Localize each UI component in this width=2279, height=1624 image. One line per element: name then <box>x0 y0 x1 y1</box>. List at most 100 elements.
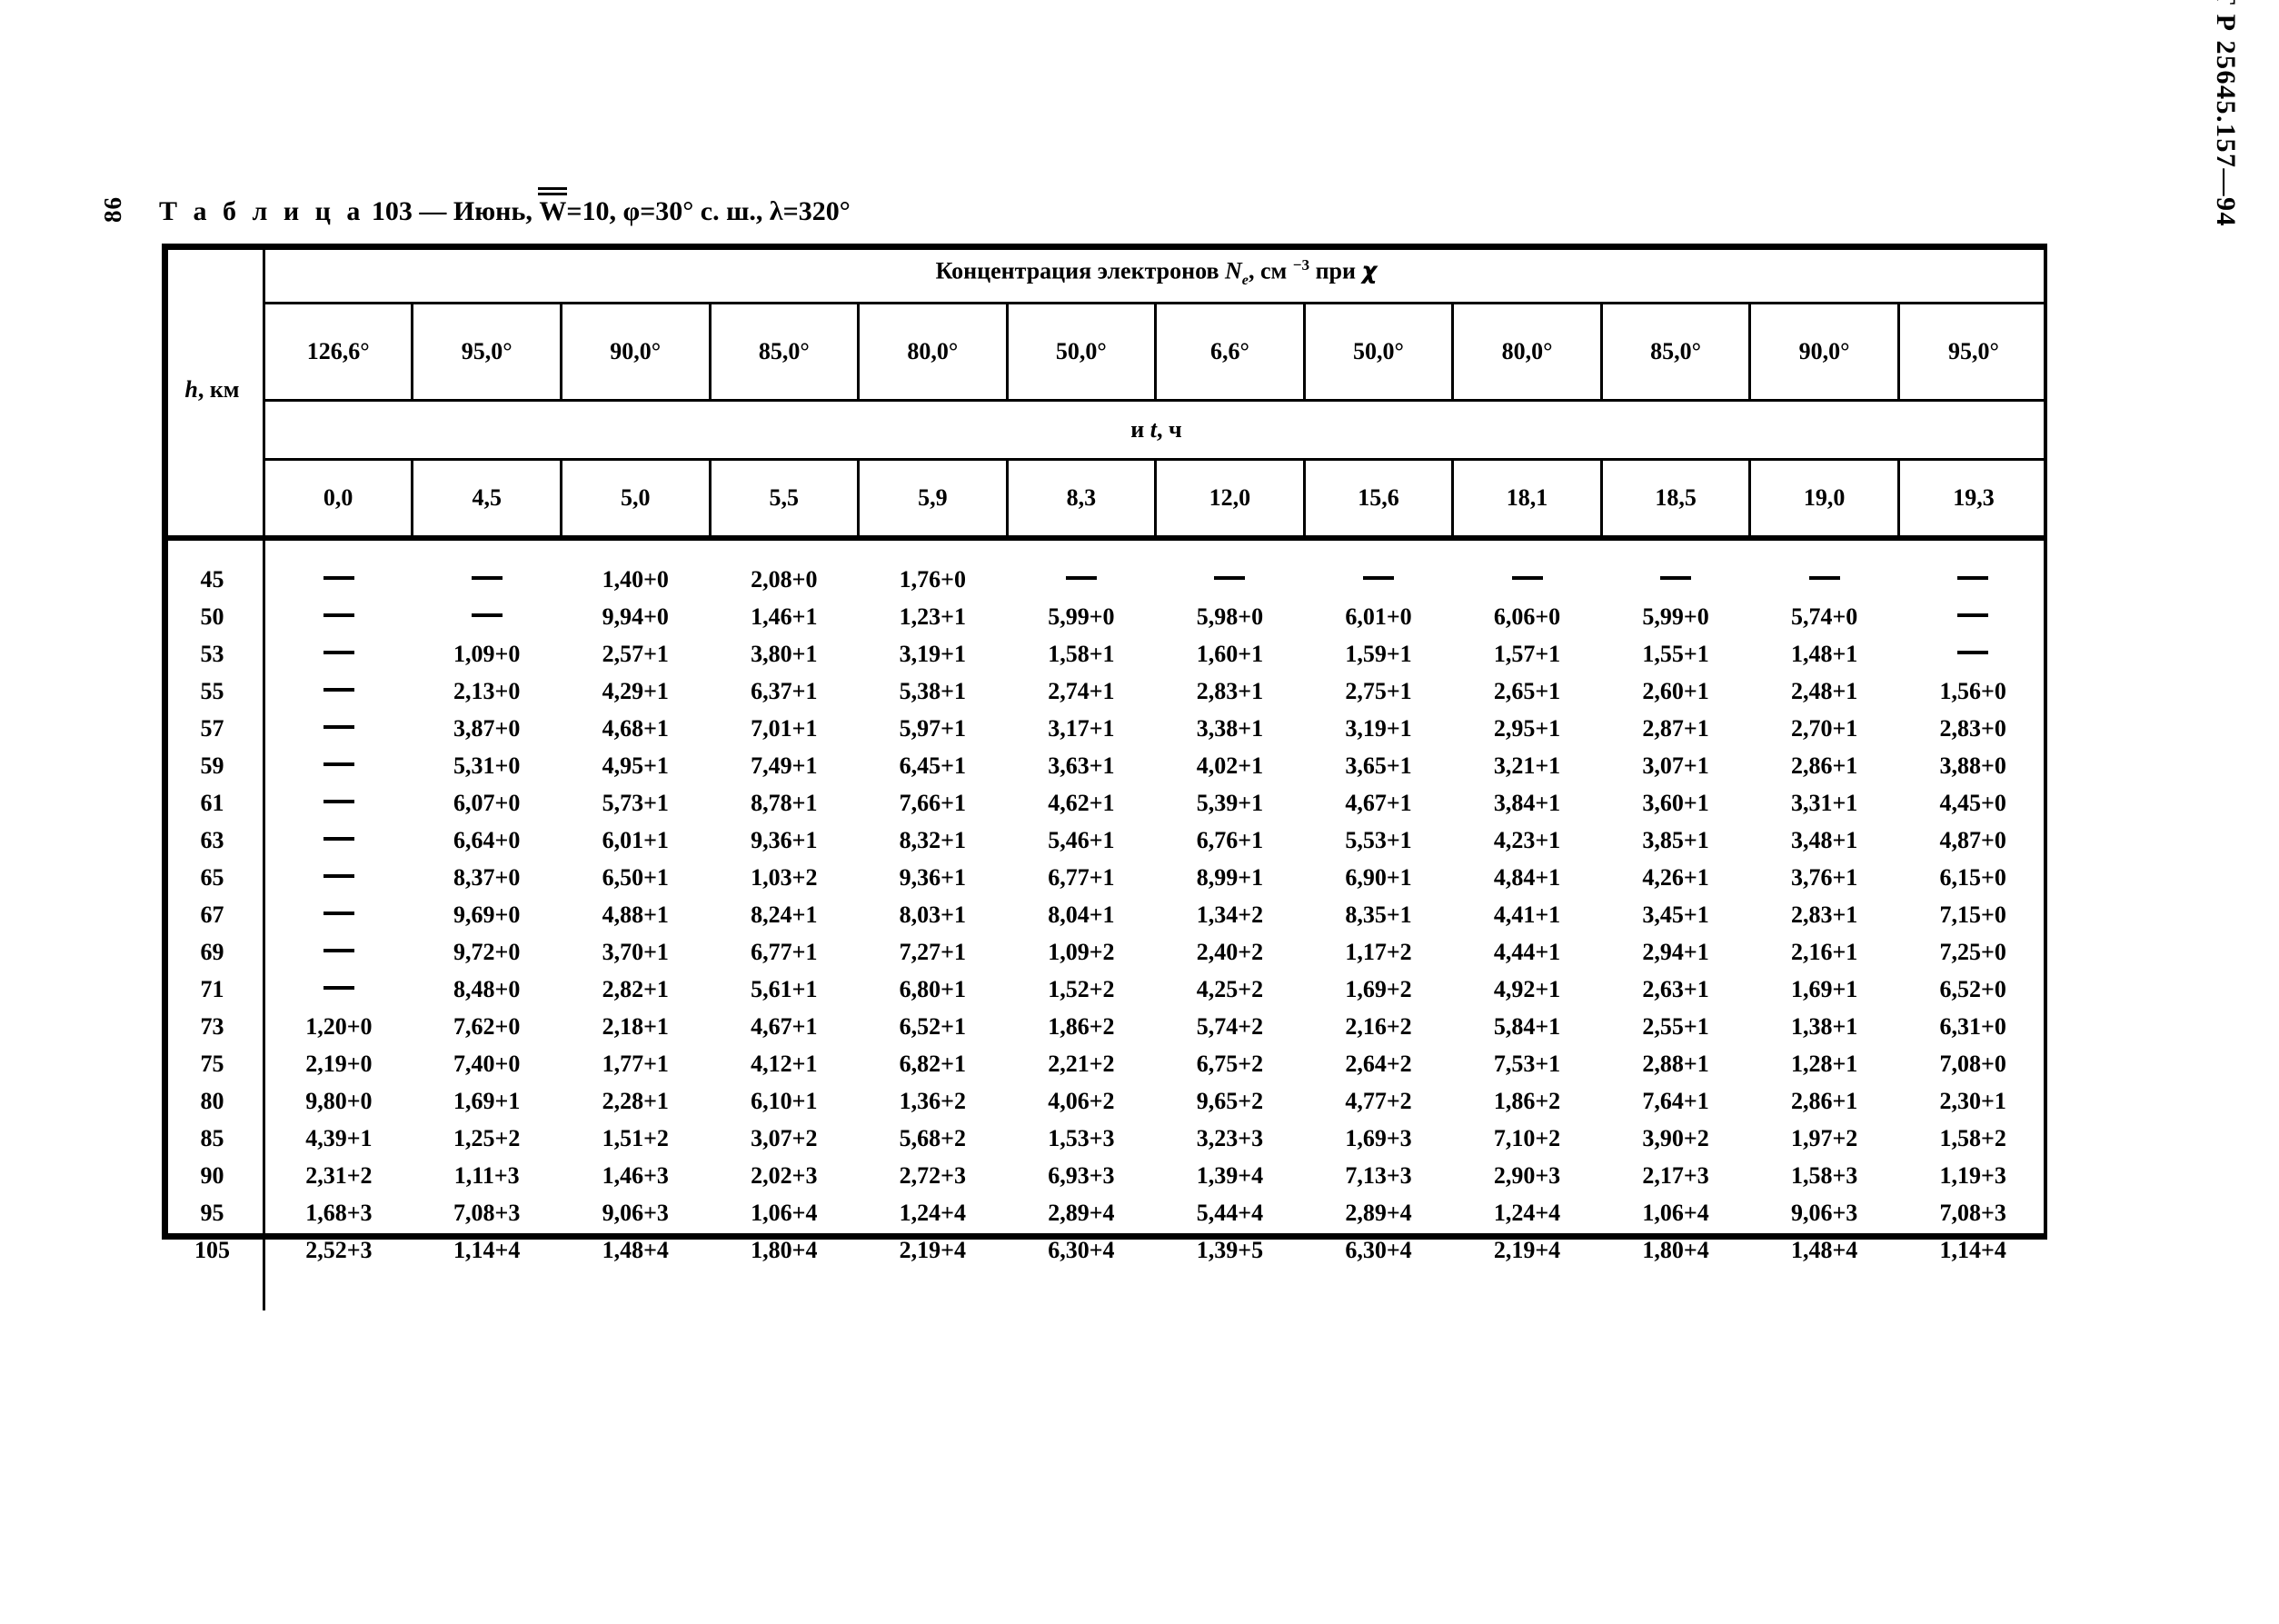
data-cell: 1,11+3 <box>453 1161 520 1189</box>
data-cell: 1,09+2 <box>1048 938 1115 965</box>
data-cell: 6,75+2 <box>1196 1050 1264 1077</box>
data-cell: 2,83+1 <box>1196 677 1264 704</box>
data-cell: 2,63+1 <box>1642 975 1709 1002</box>
caption-phi-symbol: φ <box>622 196 641 226</box>
empty-value-dash <box>1957 575 1989 580</box>
data-cell: 5,98+0 <box>1196 603 1264 630</box>
angle-header-5: 50,0° <box>1005 303 1156 402</box>
empty-value-dash <box>1957 650 1989 654</box>
row-header-height: 61 <box>162 784 265 822</box>
data-cell: 6,90+1 <box>1345 863 1412 891</box>
data-cell: 7,25+0 <box>1939 938 2006 965</box>
data-cell <box>1007 561 1156 598</box>
empty-value-dash <box>323 762 354 766</box>
data-cell: 2,57+1 <box>602 640 669 667</box>
data-cell: 6,45+1 <box>899 752 966 779</box>
data-cell: 9,06+3 <box>1790 1199 1858 1226</box>
data-cell: 4,26+1 <box>1642 863 1709 891</box>
span-header-concentration: Концентрация электронов Ne, см −3 при χ <box>264 244 2047 304</box>
data-cell: 1,69+1 <box>1790 975 1858 1002</box>
data-cell: 1,24+4 <box>1493 1199 1561 1226</box>
data-cell: 3,60+1 <box>1642 789 1709 816</box>
data-cell: 6,30+4 <box>1048 1236 1115 1263</box>
data-cell: 2,95+1 <box>1493 714 1561 742</box>
data-cell: 4,95+1 <box>602 752 669 779</box>
angle-header-9: 85,0° <box>1599 303 1750 402</box>
table-row: 61 6,07+0 5,73+1 8,78+1 7,66+1 4,62+1 5,39+1 4,… <box>162 784 2047 822</box>
data-cell <box>413 561 562 598</box>
data-cell: 3,19+1 <box>899 640 966 667</box>
data-cell: 3,17+1 <box>1048 714 1115 742</box>
data-cell: 6,52+1 <box>899 1012 966 1040</box>
table-row: 85 4,39+1 1,25+2 1,51+2 3,07+2 5,68+2 1,53+3 3,… <box>162 1120 2047 1157</box>
caption-lambda-symbol: λ <box>769 196 783 226</box>
row-header-height: 80 <box>162 1082 265 1120</box>
data-cell: 1,38+1 <box>1790 1012 1858 1040</box>
data-cell: 2,60+1 <box>1642 677 1709 704</box>
data-cell: 2,19+4 <box>1493 1236 1561 1263</box>
empty-value-dash <box>1511 575 1543 580</box>
data-cell: 2,55+1 <box>1642 1012 1709 1040</box>
table-caption: Т а б л и ц а 103 — Июнь, W=10, φ=30° с.… <box>159 187 851 227</box>
data-cell: 3,21+1 <box>1493 752 1561 779</box>
data-cell: 2,86+1 <box>1790 1087 1858 1114</box>
data-cell: 7,13+3 <box>1345 1161 1412 1189</box>
row-header-height: 71 <box>162 971 265 1008</box>
row-header-height: 65 <box>162 859 265 896</box>
empty-value-dash <box>1362 575 1394 580</box>
data-cell: 2,18+1 <box>602 1012 669 1040</box>
table-row: 71 8,48+0 2,82+1 5,61+1 6,80+1 1,52+2 4,25+2 1,… <box>162 971 2047 1008</box>
data-cell: 1,59+1 <box>1345 640 1412 667</box>
data-cell: 2,94+1 <box>1642 938 1709 965</box>
data-cell: 9,80+0 <box>305 1087 373 1114</box>
data-cell: 4,92+1 <box>1493 975 1561 1002</box>
data-cell: 1,28+1 <box>1790 1050 1858 1077</box>
data-cell: 4,06+2 <box>1048 1087 1115 1114</box>
data-cell: 6,07+0 <box>453 789 521 816</box>
data-cell <box>1304 561 1453 598</box>
data-cell: 3,23+3 <box>1196 1124 1264 1151</box>
data-cell: 5,74+0 <box>1790 603 1858 630</box>
data-cell: 4,67+1 <box>1345 789 1412 816</box>
angle-header-3: 85,0° <box>708 303 859 402</box>
data-cell <box>264 859 413 896</box>
data-cell: 1,48+4 <box>602 1236 669 1263</box>
data-cell: 7,53+1 <box>1493 1050 1561 1077</box>
data-cell: 1,23+1 <box>899 603 966 630</box>
data-cell <box>264 896 413 933</box>
data-cell: 1,80+4 <box>751 1236 818 1263</box>
data-cell: 8,32+1 <box>899 826 966 853</box>
data-cell: 2,75+1 <box>1345 677 1412 704</box>
data-cell: 1,76+0 <box>899 565 966 593</box>
data-cell: 2,74+1 <box>1048 677 1115 704</box>
data-cell: 2,90+3 <box>1493 1161 1561 1189</box>
data-cell: 4,02+1 <box>1196 752 1264 779</box>
time-header-8: 18,1 <box>1451 459 1602 541</box>
data-cell: 2,88+1 <box>1642 1050 1709 1077</box>
caption-dash: — <box>419 196 447 226</box>
angle-header-11: 95,0° <box>1896 303 2047 402</box>
data-cell: 3,65+1 <box>1345 752 1412 779</box>
data-cell: 5,84+1 <box>1493 1012 1561 1040</box>
data-cell: 1,53+3 <box>1048 1124 1115 1151</box>
data-cell: 1,39+5 <box>1196 1236 1264 1263</box>
angle-header-2: 90,0° <box>559 303 711 402</box>
data-cell: 7,01+1 <box>751 714 818 742</box>
row-header-height: 55 <box>162 673 265 710</box>
data-cell: 1,09+0 <box>453 640 521 667</box>
data-cell: 2,89+4 <box>1345 1199 1412 1226</box>
data-cell: 1,14+4 <box>453 1236 521 1263</box>
data-cell: 7,15+0 <box>1939 901 2006 928</box>
time-header-2: 5,0 <box>559 459 711 541</box>
data-cell: 1,46+3 <box>602 1161 669 1189</box>
data-cell: 7,27+1 <box>899 938 966 965</box>
row-header-height: 75 <box>162 1045 265 1082</box>
data-cell: 6,30+4 <box>1345 1236 1412 1263</box>
table-row: 67 9,69+0 4,88+1 8,24+1 8,03+1 8,04+1 1,34+2 8,… <box>162 896 2047 933</box>
data-cell: 1,25+2 <box>453 1124 521 1151</box>
data-cell: 4,44+1 <box>1493 938 1561 965</box>
data-cell: 5,68+2 <box>899 1124 966 1151</box>
data-cell: 5,99+0 <box>1642 603 1709 630</box>
data-cell: 2,87+1 <box>1642 714 1709 742</box>
caption-w-value: =10, <box>566 196 616 226</box>
